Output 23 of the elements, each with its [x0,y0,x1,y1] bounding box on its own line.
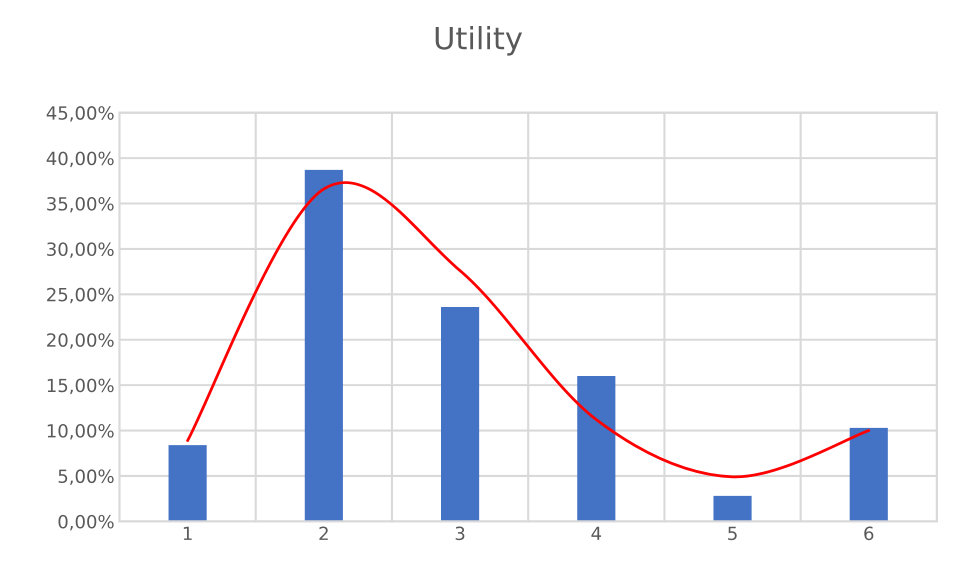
bar [304,170,343,522]
y-tick-label: 35,00% [47,196,114,212]
bar [441,307,480,522]
y-tick-label: 20,00% [47,333,114,349]
chart-title: Utility [436,26,522,56]
y-tick-label: 25,00% [47,288,114,304]
y-tick-label: 45,00% [46,106,114,122]
x-tick-label: 5 [728,526,737,540]
x-tick-label: 2 [319,526,328,540]
bar [577,376,616,522]
x-tick-label: 6 [864,526,874,540]
y-tick-label: 15,00% [48,378,114,394]
y-tick-label: 30,00% [47,242,114,258]
y-tick-label: 0,00% [58,514,114,530]
bar [850,428,888,522]
x-tick-label: 3 [456,526,464,540]
y-tick-label: 5,00% [58,469,114,485]
bar [713,496,752,522]
x-tick-label: 1 [184,526,192,540]
y-tick-label: 10,00% [48,424,114,440]
y-tick-label: 40,00% [46,152,114,168]
x-tick-label: 4 [591,526,602,540]
bar [168,445,207,522]
